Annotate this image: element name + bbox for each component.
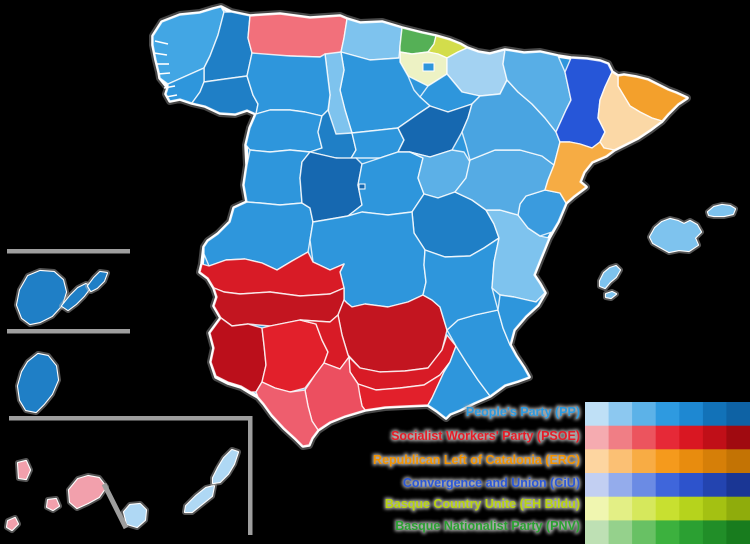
svg-text:People's Party (PP): People's Party (PP) — [466, 405, 580, 419]
svg-text:Convergence and Union (CiU): Convergence and Union (CiU) — [403, 476, 580, 490]
svg-text:Basque Country Unite (EH Bildu: Basque Country Unite (EH Bildu) — [385, 497, 580, 511]
svg-text:Basque Nationalist Party (PNV): Basque Nationalist Party (PNV) — [395, 519, 580, 533]
svg-text:Convergence and Union (CiU): Convergence and Union (CiU) — [403, 476, 580, 490]
svg-text:Basque Nationalist Party (PNV): Basque Nationalist Party (PNV) — [395, 519, 580, 533]
svg-text:Socialist Workers' Party (PSOE: Socialist Workers' Party (PSOE) — [391, 429, 580, 443]
svg-text:Socialist Workers' Party (PSOE: Socialist Workers' Party (PSOE) — [391, 429, 580, 443]
svg-text:Republican Left of Catalonia (: Republican Left of Catalonia (ERC) — [373, 453, 580, 467]
svg-text:People's Party (PP): People's Party (PP) — [466, 405, 580, 419]
svg-text:Basque Country Unite (EH Bildu: Basque Country Unite (EH Bildu) — [385, 497, 580, 511]
svg-text:Republican Left of Catalonia (: Republican Left of Catalonia (ERC) — [373, 453, 580, 467]
